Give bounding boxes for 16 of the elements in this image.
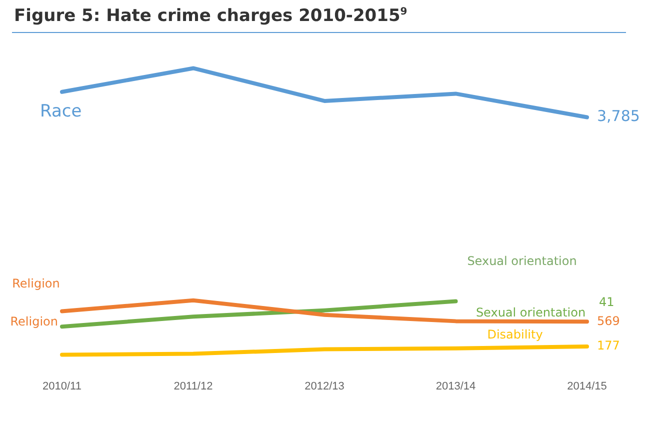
series-label: Sexual orientation — [476, 305, 586, 320]
data-label: 569 — [597, 314, 620, 328]
x-tick-label: 2011/12 — [174, 380, 213, 392]
series-label: Religion — [12, 276, 60, 290]
series-label: Race — [40, 101, 82, 122]
annotation: Sexual orientation — [467, 254, 577, 268]
x-tick-label: 2012/13 — [304, 380, 344, 392]
x-tick-label: 2010/11 — [42, 380, 82, 392]
x-tick-label: 2013/14 — [436, 380, 476, 392]
series-label: Disability — [487, 328, 543, 342]
data-label: 177 — [597, 338, 620, 353]
annotation: Religion — [10, 314, 58, 329]
data-label: 3,785 — [597, 107, 640, 126]
chart-title: Figure 5: Hate crime charges 2010-2015$^{9}$ — [14, 6, 408, 26]
annotation: 41 — [599, 294, 614, 309]
x-tick-label: 2014/15 — [567, 380, 607, 392]
